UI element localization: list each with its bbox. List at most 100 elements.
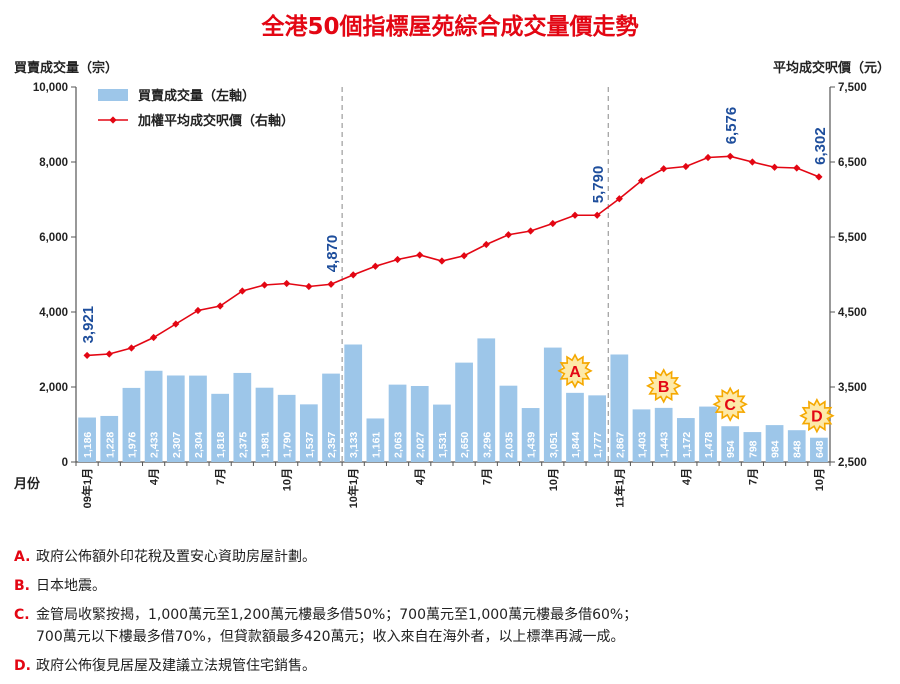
volume-bar [743,432,762,462]
bar-value-label: 2,867 [614,432,626,458]
x-tick-label: 7月 [214,468,227,485]
price-point [127,344,136,352]
volume-bar [433,404,451,462]
bar-value-label: 2,063 [393,432,405,458]
price-point [637,177,646,185]
bar-value-label: 1,478 [703,432,715,458]
price-line [87,155,820,357]
right-tick-label: 6,500 [838,157,867,169]
right-tick-label: 5,500 [838,232,867,244]
event-marker-letter: B [658,379,670,396]
note-text: 政府公佈額外印花稅及置安心資助房屋計劃。 [36,549,316,565]
price-point [571,211,579,219]
note-a: A. 政府公佈額外印花稅及置安心資助房屋計劃。 [14,546,890,568]
bar-value-label: 1,818 [215,432,227,458]
volume-bar [676,418,695,462]
price-point [216,302,224,310]
bar-value-label: 3,133 [348,432,360,458]
bar-value-label: 1,777 [592,432,604,458]
chart: 全港50個指標屋苑綜合成交量價走勢 買賣成交量（宗） 平均成交呎價（元） 月份 … [13,13,890,508]
volume-bar [477,338,496,462]
bar-value-label: 2,304 [193,432,205,458]
bar-value-label: 954 [725,440,737,458]
left-tick-label: 8,000 [39,157,68,169]
price-point [482,240,490,249]
volume-bar [610,354,629,462]
price-callout: 4,870 [324,235,341,273]
left-tick-label: 2,000 [39,382,68,394]
volume-bar [189,375,207,462]
volume-bar [299,404,318,462]
price-point [726,152,734,160]
volume-bar [233,372,252,462]
note-letter: B. [14,578,30,594]
price-point [682,162,690,171]
price-point [793,164,801,172]
right-tick-label: 7,500 [838,82,867,94]
price-point [593,211,601,219]
price-point [260,281,269,289]
left-tick-label: 0 [62,457,68,469]
x-tick-label: 7月 [480,468,493,485]
price-point [660,165,668,173]
legend-line-marker [109,116,117,124]
volume-bar [388,384,407,462]
legend-bar-swatch [98,89,128,101]
price-point [349,271,357,279]
event-marker-letter: C [724,397,736,414]
volume-bar [78,417,96,462]
bar-value-label: 2,650 [459,432,471,458]
price-callout: 3,921 [80,306,97,344]
bar-value-label: 3,051 [548,432,560,458]
event-marker-burst [799,397,835,434]
price-point [460,252,468,260]
bar-value-label: 1,439 [526,432,538,458]
price-point [438,257,446,265]
volume-bar [455,362,473,462]
bar-value-label: 1,161 [370,432,382,458]
volume-bar [166,375,185,462]
right-axis-label: 平均成交呎價（元） [773,60,890,76]
event-marker-letter: D [811,409,823,426]
volume-bar [255,387,274,462]
volume-bar [654,407,673,462]
price-point [172,320,180,328]
volume-bar [344,344,363,462]
price-point [549,219,557,228]
price-point [416,251,424,259]
left-tick-label: 4,000 [39,307,68,319]
x-tick-label: 10月 [547,468,560,491]
right-tick-label: 4,500 [838,307,867,319]
x-tick-label: 4月 [414,468,427,485]
left-axis-label: 買賣成交量（宗） [14,60,118,76]
price-point [105,350,113,358]
price-point [83,351,91,360]
note-text: 日本地震。 [36,578,106,594]
bar-value-label: 984 [770,440,782,458]
right-tick-label: 3,500 [838,382,867,394]
note-letter: A. [14,549,31,565]
bar-value-label: 1,790 [282,432,294,458]
volume-bar [521,408,540,462]
price-point [615,195,623,203]
volume-bar [211,393,230,462]
legend-bar-label: 買賣成交量（左軸） [138,88,255,104]
price-point [371,262,379,270]
bar-value-label: 2,035 [503,432,515,458]
price-point [504,231,513,239]
bar-value-label: 1,186 [82,432,94,458]
volume-bar [122,387,141,462]
price-callout: 5,790 [590,166,607,204]
x-tick-label: 11年1月 [612,468,626,508]
price-point [393,255,402,264]
bar-value-label: 2,433 [149,432,161,458]
x-tick-label: 10月 [281,468,294,491]
event-marker-burst [557,353,593,389]
volume-bar [699,406,717,462]
legend-line-label: 加權平均成交呎價（右軸） [137,113,294,129]
volume-bar [721,426,740,462]
bar-value-label: 1,844 [570,432,582,458]
note-text: 金管局收緊按揭，1,000萬元至1,200萬元樓最多借50%；700萬元至1,0… [36,607,638,645]
bar-value-label: 1,172 [681,432,693,458]
price-point [770,163,779,171]
